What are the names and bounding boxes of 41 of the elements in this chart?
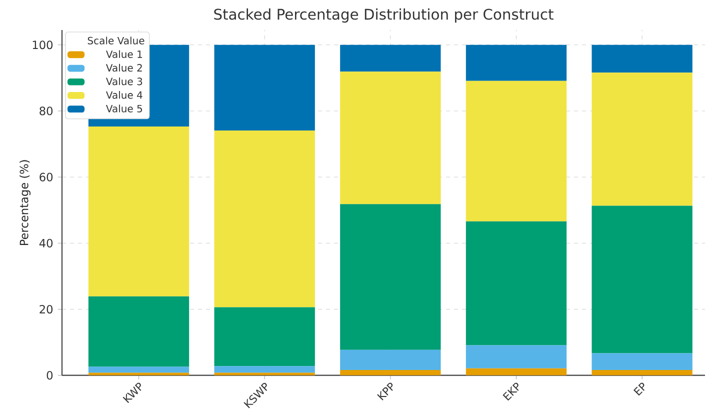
x-tick-label: EP bbox=[634, 382, 645, 396]
bar bbox=[592, 370, 692, 376]
bar bbox=[88, 126, 190, 296]
bar bbox=[466, 80, 567, 222]
y-axis-title: Percentage (%) bbox=[20, 160, 31, 246]
bar bbox=[340, 44, 441, 72]
legend-label: Value 4 bbox=[106, 91, 142, 99]
bar bbox=[466, 44, 567, 81]
bar bbox=[214, 44, 315, 130]
legend-label: Value 1 bbox=[106, 50, 142, 58]
x-tick-label: KPP bbox=[377, 382, 393, 400]
y-tick-label: 100 bbox=[32, 40, 53, 50]
legend-label: Value 2 bbox=[106, 64, 142, 72]
bar bbox=[340, 350, 441, 370]
bar bbox=[340, 72, 441, 204]
bar bbox=[340, 204, 441, 350]
x-tick-label: EKP bbox=[502, 382, 519, 401]
bar bbox=[592, 206, 692, 354]
y-tick-label: 80 bbox=[40, 106, 53, 116]
y-tick-label: 0 bbox=[46, 371, 53, 380]
y-tick-label: 60 bbox=[40, 172, 53, 182]
bar bbox=[88, 372, 190, 376]
bar bbox=[88, 296, 190, 367]
bar bbox=[214, 130, 315, 308]
bar bbox=[592, 353, 692, 370]
legend-label: Value 5 bbox=[106, 104, 142, 112]
bar bbox=[592, 44, 692, 73]
bar bbox=[340, 370, 441, 376]
y-tick-label: 40 bbox=[39, 238, 53, 248]
bar bbox=[466, 345, 567, 368]
bar bbox=[466, 368, 567, 376]
y-tick-label: 20 bbox=[40, 304, 53, 314]
bar bbox=[214, 307, 315, 366]
legend-title: Scale Value bbox=[88, 36, 144, 44]
bar bbox=[592, 72, 692, 206]
bar bbox=[88, 366, 190, 373]
bar bbox=[214, 366, 315, 373]
bar bbox=[214, 372, 315, 376]
legend-label: Value 3 bbox=[106, 77, 142, 86]
bar bbox=[466, 221, 567, 346]
chart-title: Stacked Percentage Distribution per Construct bbox=[214, 8, 554, 23]
